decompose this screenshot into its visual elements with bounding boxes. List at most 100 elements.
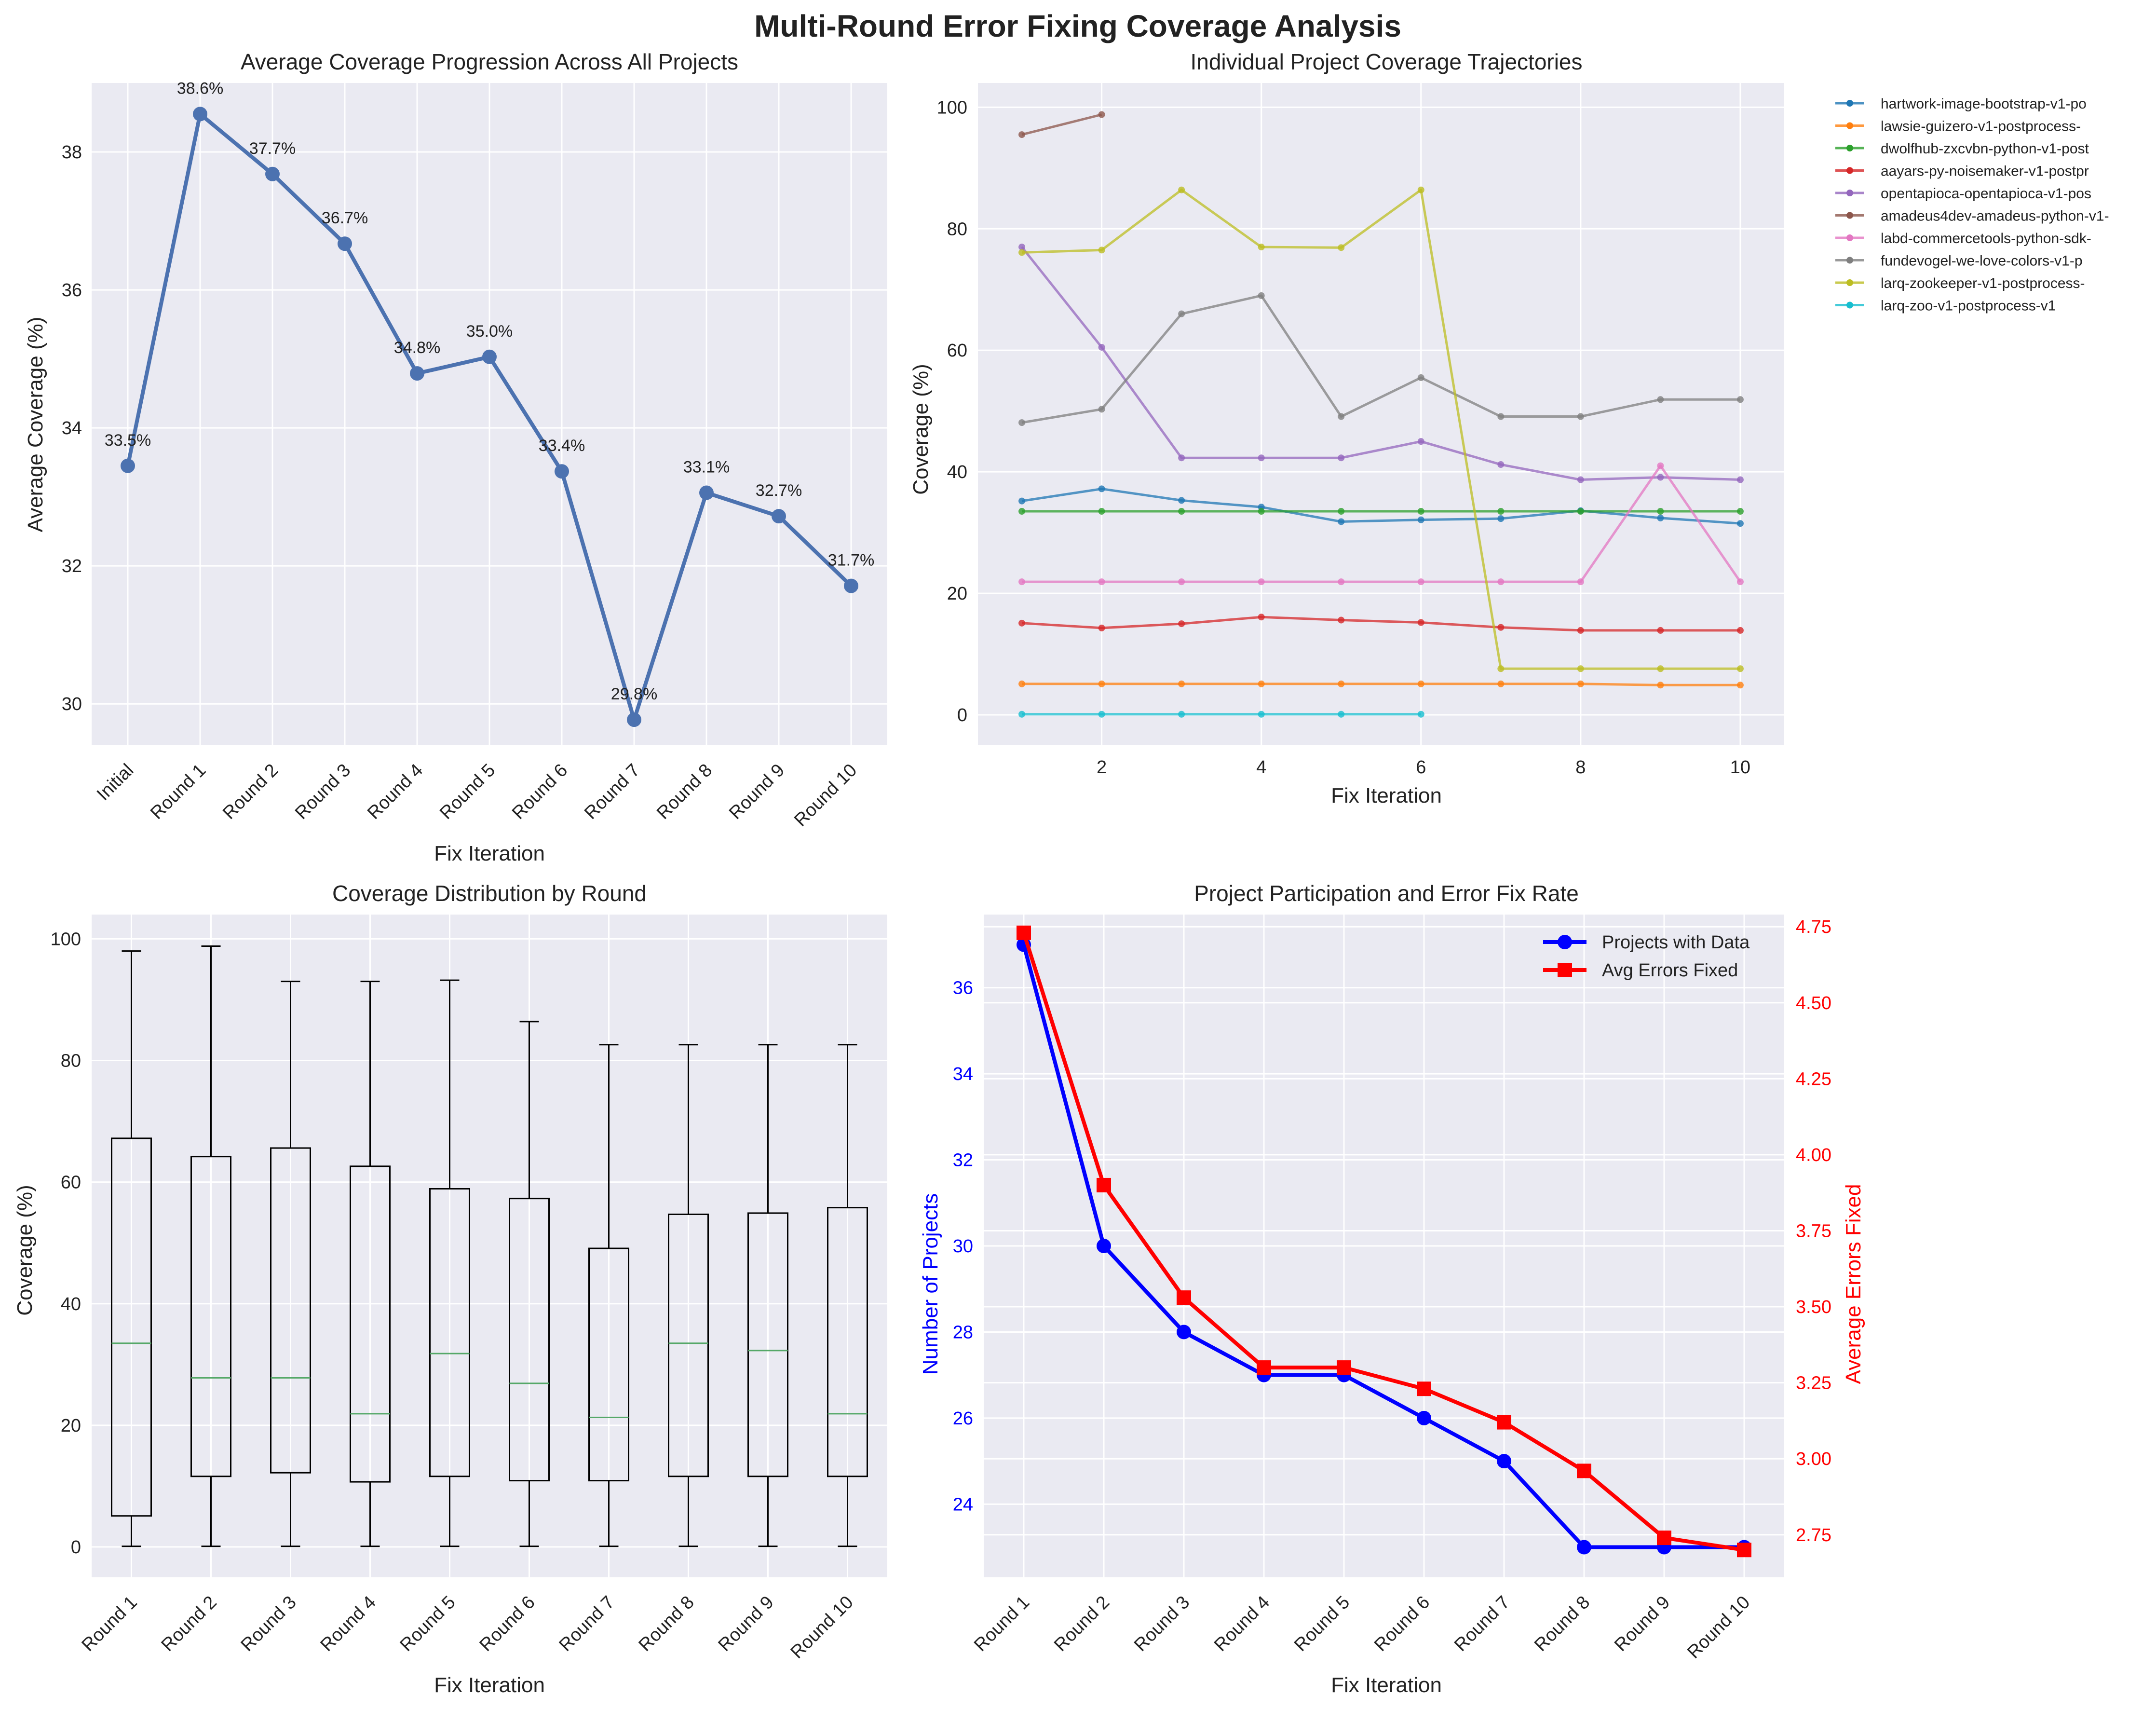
traj-point — [1338, 518, 1345, 525]
traj-point — [1258, 508, 1265, 515]
avg-point — [265, 166, 280, 181]
traj-point — [1417, 680, 1424, 687]
traj-point — [1018, 131, 1026, 138]
traj-series-line — [1022, 683, 1740, 686]
traj-point — [1018, 680, 1026, 687]
traj-xtick-label: 2 — [1097, 757, 1107, 778]
panel-box-ylabel: Coverage (%) — [13, 1185, 37, 1315]
legend-entry-label: labd-commercetools-python-sdk- — [1881, 231, 2091, 246]
box-iqr — [270, 1147, 311, 1474]
panel-dual-title: Project Participation and Error Fix Rate — [1194, 881, 1579, 906]
traj-point — [1178, 454, 1185, 462]
traj-point — [1417, 578, 1424, 586]
traj-point — [1657, 514, 1664, 521]
traj-point — [1098, 246, 1105, 254]
box-ytick-label: 40 — [61, 1294, 81, 1314]
legend-swatch-marker — [1846, 122, 1853, 129]
panel-box-title: Coverage Distribution by Round — [332, 881, 647, 906]
legend-entry-label: amadeus4dev-amadeus-python-v1- — [1881, 208, 2109, 224]
legend-swatch-marker — [1846, 100, 1853, 107]
traj-point — [1736, 682, 1744, 689]
legend-entry-label: dwolfhub-zxcvbn-python-v1-post — [1881, 141, 2089, 157]
box-iqr — [668, 1213, 709, 1477]
avg-data-label: 31.7% — [828, 551, 874, 570]
traj-point — [1497, 665, 1505, 672]
legend-entry-label: lawsie-guizero-v1-postprocess- — [1881, 119, 2081, 135]
legend-dual-swatch-marker — [1558, 963, 1572, 977]
avg-point — [772, 509, 786, 524]
traj-point — [1417, 516, 1424, 523]
traj-point — [1417, 374, 1424, 381]
avg-point — [338, 236, 352, 251]
avg-data-label: 37.7% — [249, 139, 296, 158]
traj-point — [1098, 343, 1105, 351]
traj-xtick-label: 10 — [1730, 757, 1750, 778]
traj-ytick-label: 60 — [947, 341, 967, 361]
figure-title: Multi-Round Error Fixing Coverage Analys… — [754, 9, 1401, 43]
traj-point — [1018, 419, 1026, 426]
avg-data-label: 29.8% — [611, 685, 657, 703]
panel-participation-fix-rate: Project Participation and Error Fix Rate… — [919, 881, 1865, 1697]
dual-y2tick-label: 3.50 — [1796, 1297, 1831, 1317]
box-ytick-label: 20 — [61, 1416, 81, 1436]
box-iqr — [111, 1137, 152, 1517]
legend-dual-entry-label: Avg Errors Fixed — [1602, 960, 1738, 981]
traj-point — [1258, 711, 1265, 718]
avg-data-label: 32.7% — [756, 481, 802, 500]
traj-point — [1338, 578, 1345, 586]
traj-point — [1338, 244, 1345, 251]
panel-traj-xlabel: Fix Iteration — [1331, 784, 1442, 807]
panel-coverage-distribution: Coverage Distribution by Round Fix Itera… — [13, 881, 887, 1697]
traj-point — [1577, 508, 1584, 515]
legend-entry-label: larq-zookeeper-v1-postprocess- — [1881, 275, 2085, 291]
traj-point — [1178, 620, 1185, 628]
dual-point-circle — [1097, 1239, 1111, 1253]
traj-point — [1258, 454, 1265, 462]
dual-point-square — [1257, 1360, 1271, 1375]
traj-point — [1657, 462, 1664, 469]
box-iqr — [429, 1188, 470, 1477]
avg-data-label: 35.0% — [466, 322, 513, 341]
legend-swatch-marker — [1846, 145, 1853, 151]
avg-ytick-label: 32 — [62, 556, 82, 576]
traj-point — [1098, 624, 1105, 631]
traj-xtick-label: 8 — [1575, 757, 1586, 778]
box-ytick-label: 80 — [61, 1051, 81, 1071]
box-iqr — [827, 1207, 868, 1477]
traj-point — [1497, 680, 1505, 687]
traj-point — [1178, 508, 1185, 515]
traj-point — [1577, 413, 1584, 420]
dual-point-square — [1737, 1543, 1751, 1558]
traj-ytick-label: 0 — [957, 705, 967, 725]
traj-point — [1338, 454, 1345, 462]
traj-point — [1736, 520, 1744, 527]
avg-point — [410, 366, 424, 381]
box-iqr — [190, 1156, 231, 1477]
dual-y2tick-label: 4.75 — [1796, 917, 1831, 937]
traj-point — [1657, 474, 1664, 481]
legend-swatch-marker — [1846, 167, 1853, 174]
legend-dual-entry-label: Projects with Data — [1602, 932, 1750, 953]
traj-ytick-label: 20 — [947, 584, 967, 604]
traj-point — [1577, 476, 1584, 483]
legend-dual-swatch-marker — [1558, 935, 1572, 949]
traj-series-line — [1021, 294, 1740, 424]
traj-point — [1736, 627, 1744, 634]
traj-point — [1098, 508, 1105, 515]
avg-data-label: 33.4% — [539, 437, 585, 455]
avg-ytick-label: 30 — [62, 694, 82, 714]
traj-point — [1577, 578, 1584, 586]
traj-point — [1018, 578, 1026, 586]
dual-point-circle — [1577, 1540, 1591, 1555]
panel-avg-xlabel: Fix Iteration — [434, 842, 545, 865]
avg-ytick-label: 34 — [62, 418, 82, 438]
traj-point — [1178, 680, 1185, 687]
box-ytick-label: 0 — [71, 1537, 81, 1558]
avg-ytick-label: 38 — [62, 142, 82, 163]
dual-series-line — [1022, 932, 1745, 1552]
dual-ytick-label: 36 — [953, 978, 973, 998]
legend-entry-label: hartwork-image-bootstrap-v1-po — [1881, 96, 2087, 112]
traj-point — [1657, 508, 1664, 515]
traj-point — [1497, 515, 1505, 522]
box-iqr — [509, 1198, 550, 1482]
